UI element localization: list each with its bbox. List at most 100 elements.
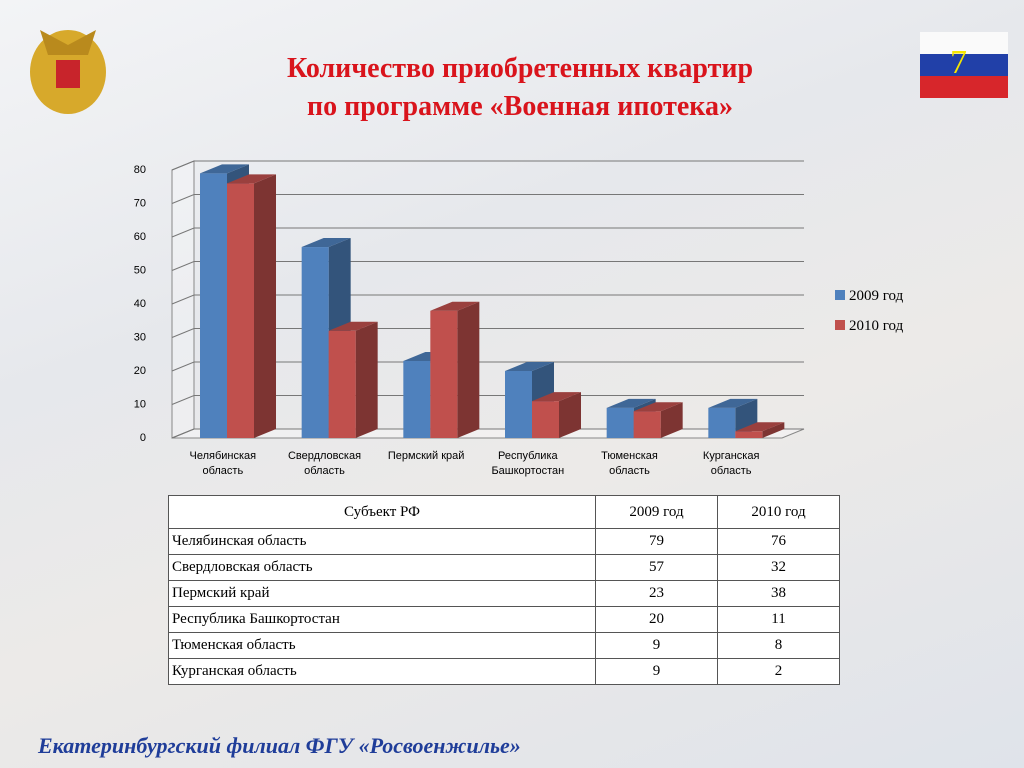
table-row: Курганская область 9 2: [168, 658, 840, 685]
table-row: Республика Башкортостан 20 11: [168, 606, 840, 633]
flag: [920, 32, 1008, 98]
legend-swatch: [835, 320, 845, 330]
table-cell: 57: [595, 554, 718, 581]
bar-top: [200, 164, 249, 174]
legend-label: 2010 год: [849, 318, 904, 334]
grid-line: [171, 261, 804, 271]
table-row: Тюменская область 9 8: [168, 632, 840, 659]
grid-line: [171, 395, 804, 405]
table-cell: 9: [595, 658, 718, 685]
bar-top: [328, 321, 378, 331]
x-tick-label: Курганская область: [702, 450, 760, 477]
table-cell: 32: [717, 554, 840, 581]
table-cell: 8: [717, 632, 840, 659]
bar-top: [505, 362, 554, 371]
grid-line: [171, 160, 804, 171]
x-tick-label: Челябинская область: [189, 450, 257, 477]
table-row: Свердловская область 57 32: [168, 554, 840, 581]
x-tick-label: Тюменская область: [601, 450, 658, 477]
bar: [328, 321, 378, 438]
bar-top: [708, 398, 758, 408]
bar-top: [735, 422, 785, 432]
table-cell: 79: [595, 528, 718, 555]
footer: Екатеринбургский филиал ФГУ «Росвоенжиль…: [38, 733, 521, 758]
bar-front: [403, 360, 431, 438]
grid-line: [171, 194, 804, 204]
table-header-row: Субъект РФ 2009 год 2010 год: [168, 495, 840, 529]
table-header-cell: Субъект РФ: [168, 495, 596, 529]
bar-top: [301, 238, 351, 248]
table-cell: Свердловская область: [168, 554, 596, 581]
legend-item: 2010 год: [835, 318, 903, 335]
x-tick-label: Республика Башкортостан: [491, 450, 565, 477]
bar-side: [254, 174, 276, 438]
bar-side: [355, 321, 378, 438]
grid-line: [171, 361, 804, 372]
bar-top: [430, 301, 480, 311]
bar: [708, 398, 758, 438]
y-tick-label: 0: [140, 432, 146, 444]
table-cell: Республика Башкортостан: [168, 606, 596, 633]
bar-front: [301, 247, 329, 438]
bar-front: [708, 407, 736, 438]
y-tick-label: 60: [134, 231, 146, 243]
x-tick-label: Свердловская область: [287, 450, 362, 477]
bar-side: [559, 392, 581, 438]
legend-label: 2009 год: [849, 288, 904, 304]
bar-top: [606, 398, 656, 408]
bar-top: [227, 174, 276, 184]
legend-swatch: [835, 290, 845, 300]
x-tick-label: Пермский край: [387, 450, 465, 462]
table-cell: 23: [595, 580, 718, 607]
grid-line: [171, 294, 804, 305]
y-tick-label: 70: [134, 197, 146, 209]
table-cell: Курганская область: [168, 658, 596, 685]
bar-side: [660, 402, 683, 438]
table-cell: 20: [595, 606, 718, 633]
table-cell: Челябинская область: [168, 528, 596, 555]
bar-front: [735, 431, 763, 438]
slide-number: 7: [950, 44, 967, 81]
bar-front: [227, 183, 254, 438]
coat-of-arms: [30, 30, 106, 114]
table-cell: Пермский край: [168, 580, 596, 607]
bar-side: [457, 301, 480, 438]
table-row: Пермский край 23 38: [168, 580, 840, 607]
bar-front: [505, 371, 532, 438]
bar: [430, 301, 480, 438]
y-tick-label: 50: [134, 264, 146, 276]
table-cell: 9: [595, 632, 718, 659]
y-tick-label: 80: [134, 164, 146, 176]
y-tick-label: 40: [134, 298, 146, 310]
title: Количество приобретенных квартир по прог…: [286, 53, 754, 122]
y-tick-label: 20: [134, 365, 146, 377]
table-cell: 76: [717, 528, 840, 555]
grid-line: [171, 428, 804, 439]
table-cell: 2: [717, 658, 840, 685]
bar-front: [532, 401, 559, 438]
bar-front: [606, 407, 634, 438]
table-header-cell: 2009 год: [595, 495, 718, 529]
grid-line: [171, 328, 804, 338]
table-cell: 11: [717, 606, 840, 633]
bar-top: [633, 402, 683, 412]
grid-line: [171, 227, 804, 238]
y-tick-label: 10: [134, 398, 146, 410]
table-cell: 38: [717, 580, 840, 607]
table-cell: Тюменская область: [168, 632, 596, 659]
bar-front: [200, 173, 227, 438]
data-table: Субъект РФ 2009 год 2010 год Челябинская об…: [168, 495, 840, 685]
bar-top: [532, 392, 581, 402]
bar: [735, 422, 785, 438]
bar: [532, 392, 581, 438]
y-tick-label: 30: [134, 331, 146, 343]
bar-front: [633, 411, 661, 438]
bar-front: [328, 330, 356, 438]
legend-item: 2009 год: [835, 288, 903, 305]
bar: [633, 402, 683, 438]
bar-side: [762, 422, 785, 438]
table-row: Челябинская область 79 76: [168, 528, 840, 555]
table-header-cell: 2010 год: [717, 495, 840, 529]
